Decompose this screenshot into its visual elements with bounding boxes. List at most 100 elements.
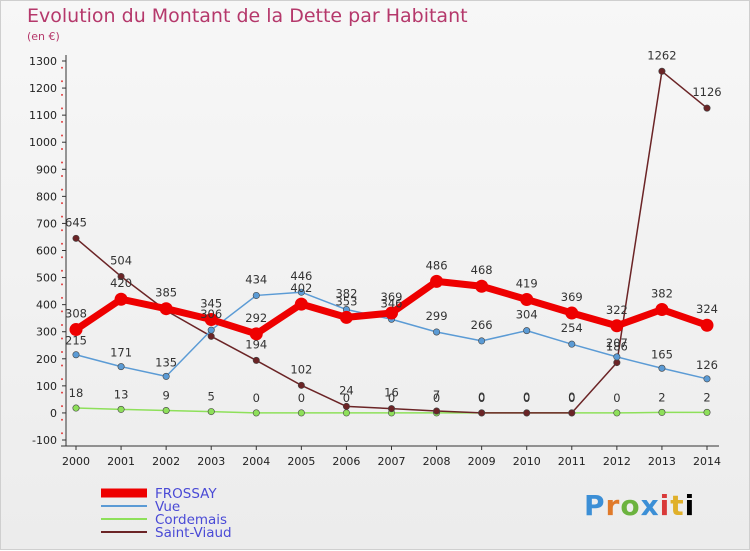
data-label-frossay: 324 (696, 302, 718, 316)
data-point-vue (658, 364, 666, 372)
y-minor-dot (61, 391, 63, 394)
y-minor-dot (61, 351, 63, 354)
data-point-vue (568, 340, 576, 348)
data-label-cordemais: 0 (523, 391, 530, 405)
data-point-frossay (204, 313, 218, 327)
data-point-cordemais (207, 408, 215, 416)
data-point-vue (252, 291, 260, 299)
data-label-saint-viaud: 24 (339, 383, 354, 397)
y-minor-dot (61, 242, 63, 245)
x-tick-label: 2010 (513, 455, 541, 468)
data-point-saint-viaud (658, 67, 666, 75)
proxiti-logo: Proxiti (584, 489, 696, 522)
x-tick-label: 2007 (378, 455, 406, 468)
legend-label-vue: Vue (155, 499, 180, 515)
data-label-vue: 306 (200, 307, 222, 321)
data-point-frossay (610, 319, 624, 333)
data-label-frossay: 322 (606, 303, 628, 317)
x-tick-label: 2003 (197, 455, 225, 468)
data-point-vue (117, 363, 125, 371)
data-point-cordemais (72, 404, 80, 412)
y-tick-label: 400 (36, 299, 57, 312)
data-point-saint-viaud (523, 409, 531, 417)
data-point-vue (613, 353, 621, 361)
data-point-frossay (114, 292, 128, 306)
data-label-cordemais: 0 (388, 391, 395, 405)
y-minor-dot (61, 323, 63, 326)
y-minor-dot (61, 215, 63, 218)
data-label-vue: 382 (335, 287, 357, 301)
y-tick-label: 200 (36, 353, 57, 366)
data-label-frossay: 369 (381, 290, 403, 304)
legend-label-frossay: FROSSAY (155, 486, 217, 502)
data-label-saint-viaud: 16 (384, 386, 399, 400)
data-label-cordemais: 0 (253, 391, 260, 405)
data-point-vue (297, 288, 305, 296)
data-label-cordemais: 2 (658, 390, 665, 404)
x-tick-label: 2005 (287, 455, 315, 468)
data-label-vue: 254 (561, 321, 583, 335)
x-tick-label: 2012 (603, 455, 631, 468)
data-point-cordemais (117, 405, 125, 413)
data-point-saint-viaud (117, 272, 125, 280)
y-minor-dot (61, 202, 63, 205)
data-label-saint-viaud: 0 (523, 390, 530, 404)
data-point-vue (478, 337, 486, 345)
data-point-frossay (430, 274, 444, 288)
data-point-frossay (159, 302, 173, 316)
data-point-cordemais (342, 409, 350, 417)
data-point-frossay (655, 303, 669, 317)
data-point-frossay (700, 318, 714, 332)
data-label-frossay: 402 (290, 281, 312, 295)
data-point-frossay (520, 292, 534, 306)
x-tick-label: 2013 (648, 455, 676, 468)
data-label-saint-viaud: 1262 (647, 48, 676, 62)
data-label-frossay: 419 (516, 276, 538, 290)
data-point-vue (523, 327, 531, 335)
y-tick-label: 800 (36, 190, 57, 203)
y-minor-dot (61, 147, 63, 150)
y-minor-dot (61, 161, 63, 164)
y-minor-dot (61, 80, 63, 83)
data-label-vue: 207 (606, 336, 628, 350)
data-label-frossay: 292 (245, 311, 267, 325)
data-label-saint-viaud: 194 (245, 337, 267, 351)
data-label-frossay: 486 (426, 258, 448, 272)
data-point-saint-viaud (568, 409, 576, 417)
data-label-saint-viaud: 645 (65, 215, 87, 229)
y-tick-label: 100 (36, 380, 57, 393)
data-label-cordemais: 2 (703, 390, 710, 404)
data-label-saint-viaud: 0 (478, 390, 485, 404)
data-label-cordemais: 0 (343, 391, 350, 405)
chart-unit: (en €) (27, 30, 60, 43)
y-minor-dot (61, 283, 63, 286)
data-point-cordemais (252, 409, 260, 417)
data-label-frossay: 369 (561, 290, 583, 304)
y-tick-label: 600 (36, 245, 57, 258)
data-point-vue (162, 372, 170, 380)
data-label-cordemais: 0 (298, 391, 305, 405)
data-point-saint-viaud (297, 381, 305, 389)
y-minor-dot (61, 269, 63, 272)
data-label-vue: 171 (110, 346, 132, 360)
data-label-frossay: 420 (110, 276, 132, 290)
data-label-saint-viaud: 102 (290, 362, 312, 376)
data-point-frossay (339, 310, 353, 324)
data-label-cordemais: 0 (433, 391, 440, 405)
y-minor-dot (61, 134, 63, 137)
y-tick-label: 1300 (29, 55, 57, 68)
data-point-vue (703, 375, 711, 383)
data-point-vue (433, 328, 441, 336)
y-minor-dot (61, 418, 63, 421)
data-point-cordemais (703, 408, 711, 416)
y-minor-dot (61, 378, 63, 381)
y-minor-dot (61, 120, 63, 123)
data-point-saint-viaud (72, 234, 80, 242)
data-point-frossay (249, 327, 263, 341)
data-point-cordemais (613, 409, 621, 417)
data-label-saint-viaud: 186 (606, 340, 628, 354)
data-point-vue (72, 351, 80, 359)
y-tick-label: 1000 (29, 136, 57, 149)
y-minor-dot (61, 175, 63, 178)
data-label-vue: 135 (155, 355, 177, 369)
